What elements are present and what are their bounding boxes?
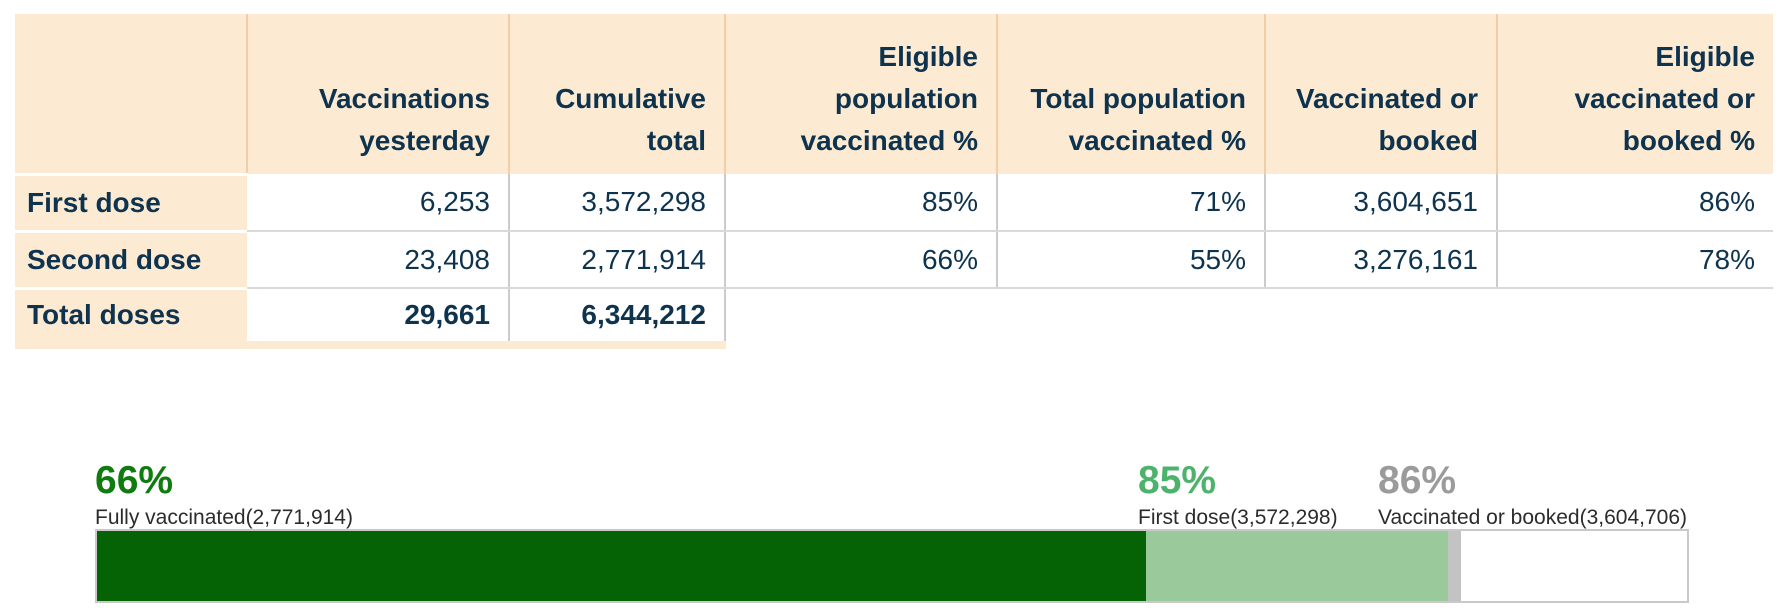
table-cell: 6,253 — [247, 174, 509, 232]
table-cell: 3,604,651 — [1264, 174, 1497, 232]
column-header-vaccinated-or-booked: Vaccinated or booked — [1264, 14, 1497, 174]
bar-segment-first-dose — [1146, 531, 1449, 601]
column-header-total-population-vaccinated: Total population vaccinated % — [996, 14, 1265, 174]
column-header-eligible-population-vaccinated: Eligible population vaccinated % — [724, 14, 997, 174]
vaccination-table: Vaccinations yesterday Cumulative total … — [15, 14, 1773, 349]
table-row-first-dose: First dose 6,253 3,572,298 85% 71% 3,604… — [15, 172, 1773, 232]
marker-vaccinated-or-booked: 86% Vaccinated or booked(3,604,706) — [1378, 461, 1687, 530]
progress-bar — [95, 529, 1689, 603]
marker-label: Vaccinated or booked(3,604,706) — [1378, 506, 1687, 529]
table-cell: 66% — [724, 231, 997, 289]
table-cell: 71% — [996, 174, 1265, 232]
column-header-vaccinations-yesterday: Vaccinations yesterday — [246, 14, 509, 174]
marker-percent: 85% — [1138, 459, 1217, 502]
column-header-eligible-vaccinated-or-booked: Eligible vaccinated or booked % — [1496, 14, 1773, 174]
table-cell: 29,661 — [247, 288, 509, 349]
row-label: Total doses — [15, 286, 247, 349]
marker-label: First dose(3,572,298) — [1138, 506, 1338, 529]
column-header-blank — [15, 14, 247, 176]
empty-cell — [1497, 288, 1773, 345]
bar-segment-vaccinated-or-booked — [1448, 531, 1462, 601]
empty-cell — [724, 288, 997, 345]
marker-percent: 86% — [1378, 459, 1457, 502]
table-cell: 23,408 — [247, 231, 509, 289]
table-cell: 78% — [1496, 231, 1773, 289]
marker-label: Fully vaccinated(2,771,914) — [95, 506, 353, 529]
table-header-row: Vaccinations yesterday Cumulative total … — [15, 14, 1773, 176]
marker-percent: 66% — [95, 459, 174, 502]
marker-first-dose: 85% First dose(3,572,298) — [1138, 461, 1338, 530]
empty-cell — [1265, 288, 1497, 345]
table-row-total-doses: Total doses 29,661 6,344,212 — [15, 286, 1773, 349]
table-cell: 6,344,212 — [508, 288, 725, 349]
table-cell: 3,572,298 — [508, 174, 725, 232]
table-cell: 86% — [1496, 174, 1773, 232]
table-cell: 85% — [724, 174, 997, 232]
table-cell: 2,771,914 — [508, 231, 725, 289]
vaccination-progress-chart: 66% Fully vaccinated(2,771,914) 85% Firs… — [0, 393, 1788, 609]
marker-fully-vaccinated: 66% Fully vaccinated(2,771,914) — [95, 461, 353, 530]
empty-cell — [997, 288, 1265, 345]
table-cell: 55% — [996, 231, 1265, 289]
row-label: First dose — [15, 172, 247, 231]
column-header-cumulative-total: Cumulative total — [508, 14, 725, 174]
row-label: Second dose — [15, 229, 247, 288]
bar-segment-remainder — [1461, 531, 1687, 601]
table-cell: 3,276,161 — [1264, 231, 1497, 289]
table-row-second-dose: Second dose 23,408 2,771,914 66% 55% 3,2… — [15, 229, 1773, 289]
bar-segment-fully-vaccinated — [97, 531, 1147, 601]
